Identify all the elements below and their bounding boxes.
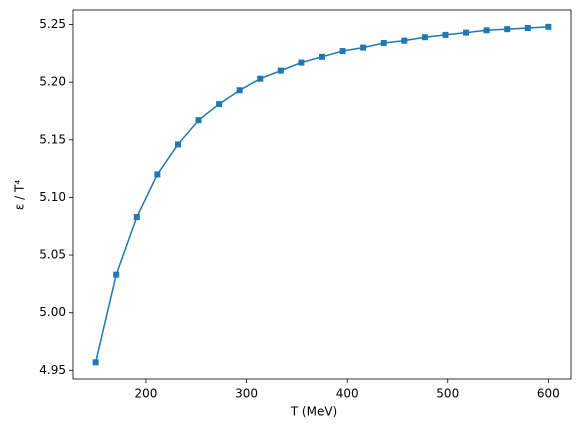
marker <box>442 31 449 38</box>
marker <box>545 23 552 30</box>
marker <box>195 117 202 124</box>
marker <box>319 53 325 60</box>
x-axis-label: T (MeV) <box>290 405 337 419</box>
marker <box>154 171 161 178</box>
x-tick-label: 300 <box>235 387 258 401</box>
y-tick-label: 5.05 <box>39 248 66 262</box>
marker <box>92 359 99 366</box>
marker <box>236 87 243 94</box>
y-tick-label: 5.00 <box>39 305 66 319</box>
y-tick-label: 4.95 <box>39 363 66 377</box>
marker <box>524 24 531 31</box>
marker <box>463 29 470 36</box>
marker <box>257 75 264 82</box>
marker <box>216 101 223 108</box>
y-tick-label: 5.25 <box>39 17 66 31</box>
marker <box>483 27 490 34</box>
marker <box>401 37 408 44</box>
marker <box>277 67 284 74</box>
marker <box>113 271 120 278</box>
x-tick-label: 200 <box>134 387 157 401</box>
marker <box>133 214 140 221</box>
y-axis-label: ε / T⁴ <box>13 180 27 210</box>
y-tick-label: 5.10 <box>39 190 66 204</box>
marker <box>360 44 367 51</box>
y-tick-label: 5.20 <box>39 75 66 89</box>
y-tick-label: 5.15 <box>39 132 66 146</box>
plot-frame <box>72 9 572 380</box>
marker <box>298 59 305 66</box>
x-tick-label: 600 <box>537 387 560 401</box>
line <box>94 26 549 363</box>
marker <box>421 34 428 41</box>
marker <box>174 141 181 148</box>
marker <box>339 48 346 55</box>
marker <box>504 26 511 33</box>
x-tick-label: 500 <box>436 387 459 401</box>
marker <box>380 39 387 46</box>
x-tick-label: 400 <box>336 387 359 401</box>
